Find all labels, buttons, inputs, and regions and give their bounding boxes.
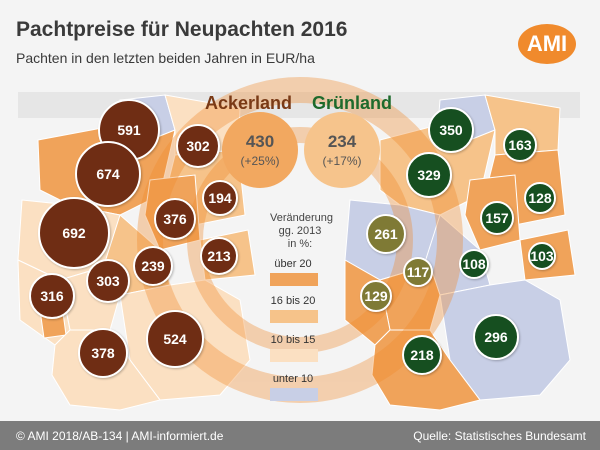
value-bubble: 261 (366, 214, 406, 254)
chart-subtitle: Pachten in den letzten beiden Jahren in … (16, 50, 315, 66)
footer-source: Quelle: Statistisches Bundesamt (413, 429, 586, 443)
legend-swatch (270, 349, 318, 362)
legend-title-line: in %: (287, 238, 313, 250)
legend-label: über 20 (274, 258, 312, 270)
legend-label: unter 10 (272, 373, 314, 385)
national-gruenland-change: (+17%) (322, 154, 362, 168)
value-bubble: 524 (146, 310, 204, 368)
header-ackerland: Ackerland (205, 93, 293, 113)
national-ackerland-change: (+25%) (240, 154, 280, 168)
legend-swatch (270, 273, 318, 286)
national-ackerland: 430 (+25%) (222, 112, 298, 188)
value-bubble: 303 (86, 259, 130, 303)
value-bubble: 108 (459, 249, 489, 279)
legend-swatch (270, 388, 318, 401)
legend-title: Veränderung gg. 2013 in %: (270, 212, 333, 251)
value-bubble: 103 (528, 242, 556, 270)
value-bubble: 376 (154, 198, 196, 240)
value-bubble: 350 (428, 107, 474, 153)
value-bubble: 378 (78, 328, 128, 378)
legend-label: 10 bis 15 (270, 334, 316, 346)
value-bubble: 316 (29, 273, 75, 319)
chart-title: Pachtpreise für Neupachten 2016 (16, 18, 348, 41)
value-bubble: 692 (38, 197, 110, 269)
value-bubble: 213 (200, 237, 238, 275)
value-bubble: 296 (473, 314, 519, 360)
value-bubble: 218 (402, 335, 442, 375)
value-bubble: 129 (360, 280, 392, 312)
value-bubble: 674 (75, 141, 141, 207)
national-ackerland-value: 430 (245, 132, 275, 151)
footer-copyright: © AMI 2018/AB-134 | AMI-informiert.de (16, 429, 224, 443)
national-gruenland: 234 (+17%) (304, 112, 380, 188)
value-bubble: 128 (524, 182, 556, 214)
legend-title-line: gg. 2013 (278, 225, 322, 237)
value-bubble: 302 (176, 124, 220, 168)
value-bubble: 117 (403, 257, 433, 287)
value-bubble: 163 (503, 128, 537, 162)
legend-title-line: Veränderung (270, 212, 333, 224)
legend-label: 16 bis 20 (270, 295, 316, 307)
value-bubble: 194 (202, 180, 238, 216)
legend-swatch (270, 310, 318, 323)
header-gruenland: Grünland (312, 93, 392, 113)
value-bubble: 239 (133, 246, 173, 286)
footer-bar: © AMI 2018/AB-134 | AMI-informiert.de Qu… (0, 421, 600, 450)
value-bubble: 157 (480, 201, 514, 235)
ami-logo: AMI (518, 24, 576, 64)
national-gruenland-value: 234 (327, 132, 357, 151)
value-bubble: 329 (406, 152, 452, 198)
